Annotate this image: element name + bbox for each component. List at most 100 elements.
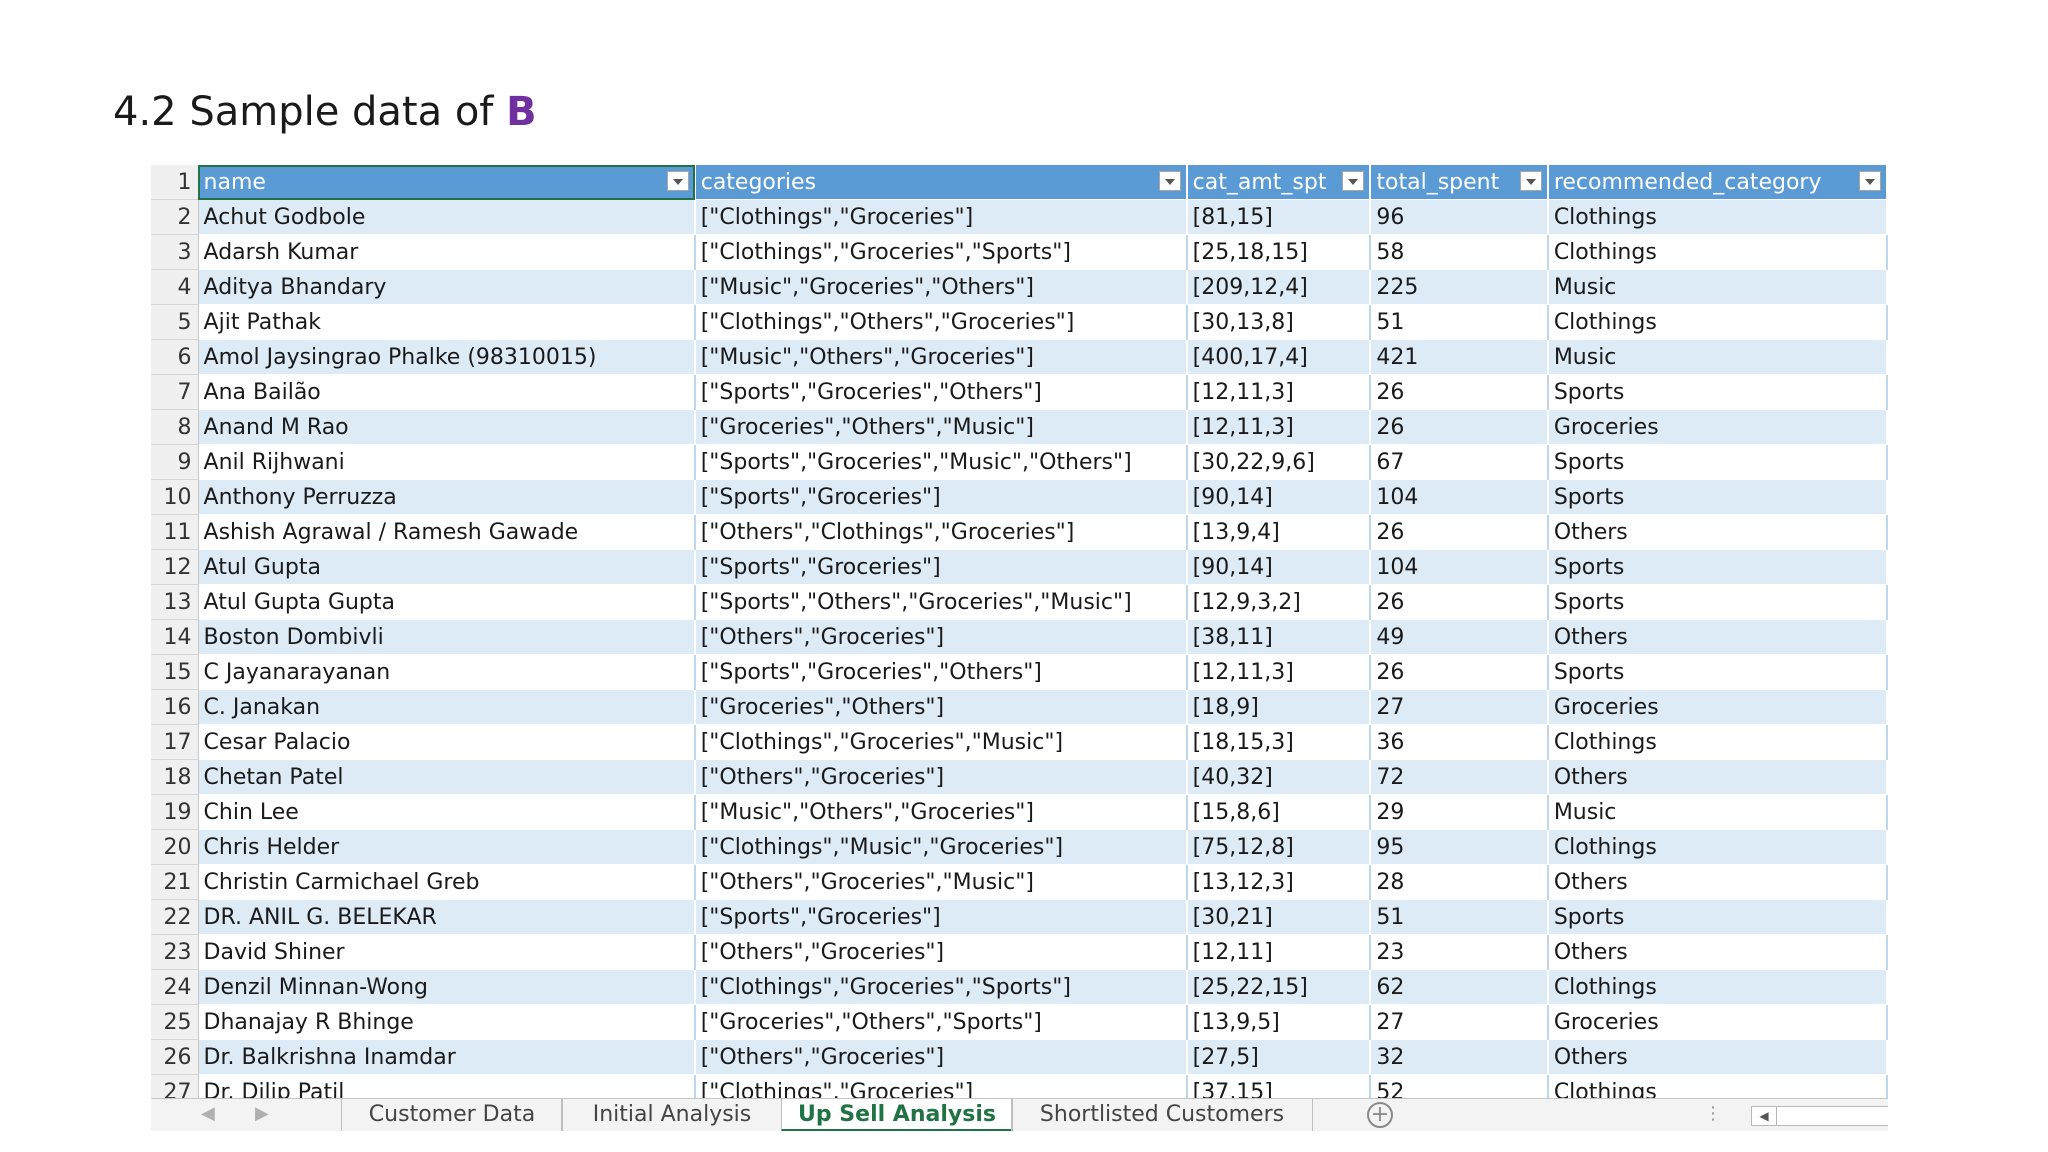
cell-categories[interactable]: ["Sports","Groceries"] xyxy=(694,479,1188,515)
row-number[interactable]: 19 xyxy=(151,794,199,830)
cell-total-spent[interactable]: 23 xyxy=(1370,934,1549,970)
row-number[interactable]: 17 xyxy=(151,724,199,760)
filter-dropdown-icon[interactable] xyxy=(1342,171,1365,191)
cell-categories[interactable]: ["Music","Others","Groceries"] xyxy=(694,794,1188,830)
cell-total-spent[interactable]: 49 xyxy=(1370,619,1549,655)
tab-shortlisted-customers[interactable]: Shortlisted Customers xyxy=(1011,1099,1313,1131)
cell-categories[interactable]: ["Sports","Groceries","Music","Others"] xyxy=(694,444,1188,480)
cell-cat-amt-spt[interactable]: [75,12,8] xyxy=(1186,829,1372,865)
cell-name[interactable]: Anand M Rao xyxy=(198,409,696,445)
cell-categories[interactable]: ["Sports","Groceries"] xyxy=(694,899,1188,935)
row-number[interactable]: 2 xyxy=(151,199,199,235)
cell-cat-amt-spt[interactable]: [40,32] xyxy=(1186,759,1372,795)
row-number[interactable]: 12 xyxy=(151,549,199,585)
cell-name[interactable]: Chin Lee xyxy=(198,794,696,830)
cell-categories[interactable]: ["Clothings","Groceries","Music"] xyxy=(694,724,1188,760)
chevron-right-icon[interactable]: ▶ xyxy=(255,1103,269,1124)
cell-cat-amt-spt[interactable]: [18,9] xyxy=(1186,689,1372,725)
cell-total-spent[interactable]: 32 xyxy=(1370,1039,1549,1075)
cell-name[interactable]: Anil Rijhwani xyxy=(198,444,696,480)
row-number[interactable]: 21 xyxy=(151,864,199,900)
cell-total-spent[interactable]: 104 xyxy=(1370,479,1549,515)
column-header-total-spent[interactable]: total_spent xyxy=(1370,165,1549,200)
cell-cat-amt-spt[interactable]: [30,21] xyxy=(1186,899,1372,935)
row-number[interactable]: 26 xyxy=(151,1039,199,1075)
cell-name[interactable]: C Jayanarayanan xyxy=(198,654,696,690)
cell-recommended-category[interactable]: Clothings xyxy=(1547,969,1888,1005)
cell-recommended-category[interactable]: Others xyxy=(1547,934,1888,970)
horizontal-scrollbar[interactable]: ◀ xyxy=(1751,1106,1888,1126)
cell-cat-amt-spt[interactable]: [13,9,5] xyxy=(1186,1004,1372,1040)
cell-cat-amt-spt[interactable]: [30,22,9,6] xyxy=(1186,444,1372,480)
cell-recommended-category[interactable]: Music xyxy=(1547,269,1888,305)
cell-categories[interactable]: ["Groceries","Others"] xyxy=(694,689,1188,725)
filter-dropdown-icon[interactable] xyxy=(1519,171,1542,191)
cell-name[interactable]: Ashish Agrawal / Ramesh Gawade xyxy=(198,514,696,550)
cell-recommended-category[interactable]: Sports xyxy=(1547,549,1888,585)
filter-dropdown-icon[interactable] xyxy=(1158,171,1181,191)
cell-total-spent[interactable]: 26 xyxy=(1370,374,1549,410)
row-number[interactable]: 9 xyxy=(151,444,199,480)
cell-name[interactable]: Dhanajay R Bhinge xyxy=(198,1004,696,1040)
cell-total-spent[interactable]: 51 xyxy=(1370,304,1549,340)
scroll-left-icon[interactable]: ◀ xyxy=(1752,1107,1777,1125)
cell-name[interactable]: Atul Gupta Gupta xyxy=(198,584,696,620)
row-number[interactable]: 4 xyxy=(151,269,199,305)
cell-name[interactable]: Anthony Perruzza xyxy=(198,479,696,515)
column-header-name[interactable]: name xyxy=(198,165,696,200)
cell-categories[interactable]: ["Groceries","Others","Sports"] xyxy=(694,1004,1188,1040)
tab-initial-analysis[interactable]: Initial Analysis xyxy=(561,1099,783,1131)
row-number[interactable]: 7 xyxy=(151,374,199,410)
cell-cat-amt-spt[interactable]: [90,14] xyxy=(1186,549,1372,585)
cell-total-spent[interactable]: 225 xyxy=(1370,269,1549,305)
row-number[interactable]: 5 xyxy=(151,304,199,340)
cell-cat-amt-spt[interactable]: [38,11] xyxy=(1186,619,1372,655)
cell-cat-amt-spt[interactable]: [400,17,4] xyxy=(1186,339,1372,375)
cell-cat-amt-spt[interactable]: [30,13,8] xyxy=(1186,304,1372,340)
cell-cat-amt-spt[interactable]: [81,15] xyxy=(1186,199,1372,235)
cell-total-spent[interactable]: 72 xyxy=(1370,759,1549,795)
cell-name[interactable]: David Shiner xyxy=(198,934,696,970)
column-header-cat-amt-spt[interactable]: cat_amt_spt xyxy=(1186,165,1372,200)
row-number[interactable]: 14 xyxy=(151,619,199,655)
cell-categories[interactable]: ["Others","Groceries"] xyxy=(694,1039,1188,1075)
filter-dropdown-icon[interactable] xyxy=(1859,171,1881,191)
row-number[interactable]: 16 xyxy=(151,689,199,725)
cell-cat-amt-spt[interactable]: [209,12,4] xyxy=(1186,269,1372,305)
cell-recommended-category[interactable]: Clothings xyxy=(1547,234,1888,270)
cell-total-spent[interactable]: 28 xyxy=(1370,864,1549,900)
cell-total-spent[interactable]: 62 xyxy=(1370,969,1549,1005)
cell-recommended-category[interactable]: Music xyxy=(1547,339,1888,375)
cell-name[interactable]: Cesar Palacio xyxy=(198,724,696,760)
cell-cat-amt-spt[interactable]: [13,9,4] xyxy=(1186,514,1372,550)
chevron-left-icon[interactable]: ◀ xyxy=(201,1103,215,1124)
cell-categories[interactable]: ["Others","Groceries"] xyxy=(694,759,1188,795)
cell-recommended-category[interactable]: Others xyxy=(1547,1039,1888,1075)
cell-cat-amt-spt[interactable]: [12,11,3] xyxy=(1186,374,1372,410)
cell-recommended-category[interactable]: Groceries xyxy=(1547,689,1888,725)
plus-circle-icon[interactable]: + xyxy=(1367,1102,1393,1128)
cell-name[interactable]: Chetan Patel xyxy=(198,759,696,795)
cell-categories[interactable]: ["Clothings","Groceries"] xyxy=(694,199,1188,235)
row-number[interactable]: 24 xyxy=(151,969,199,1005)
cell-cat-amt-spt[interactable]: [12,9,3,2] xyxy=(1186,584,1372,620)
cell-recommended-category[interactable]: Groceries xyxy=(1547,409,1888,445)
cell-total-spent[interactable]: 27 xyxy=(1370,689,1549,725)
cell-total-spent[interactable]: 421 xyxy=(1370,339,1549,375)
cell-name[interactable]: Boston Dombivli xyxy=(198,619,696,655)
cell-total-spent[interactable]: 26 xyxy=(1370,584,1549,620)
cell-categories[interactable]: ["Sports","Groceries","Others"] xyxy=(694,654,1188,690)
cell-total-spent[interactable]: 104 xyxy=(1370,549,1549,585)
cell-recommended-category[interactable]: Others xyxy=(1547,864,1888,900)
cell-recommended-category[interactable]: Others xyxy=(1547,619,1888,655)
cell-recommended-category[interactable]: Clothings xyxy=(1547,304,1888,340)
row-number[interactable]: 1 xyxy=(151,165,199,200)
cell-categories[interactable]: ["Others","Groceries"] xyxy=(694,619,1188,655)
cell-cat-amt-spt[interactable]: [12,11,3] xyxy=(1186,409,1372,445)
cell-total-spent[interactable]: 58 xyxy=(1370,234,1549,270)
cell-cat-amt-spt[interactable]: [25,22,15] xyxy=(1186,969,1372,1005)
cell-categories[interactable]: ["Others","Groceries","Music"] xyxy=(694,864,1188,900)
cell-name[interactable]: Chris Helder xyxy=(198,829,696,865)
cell-total-spent[interactable]: 29 xyxy=(1370,794,1549,830)
cell-name[interactable]: C. Janakan xyxy=(198,689,696,725)
